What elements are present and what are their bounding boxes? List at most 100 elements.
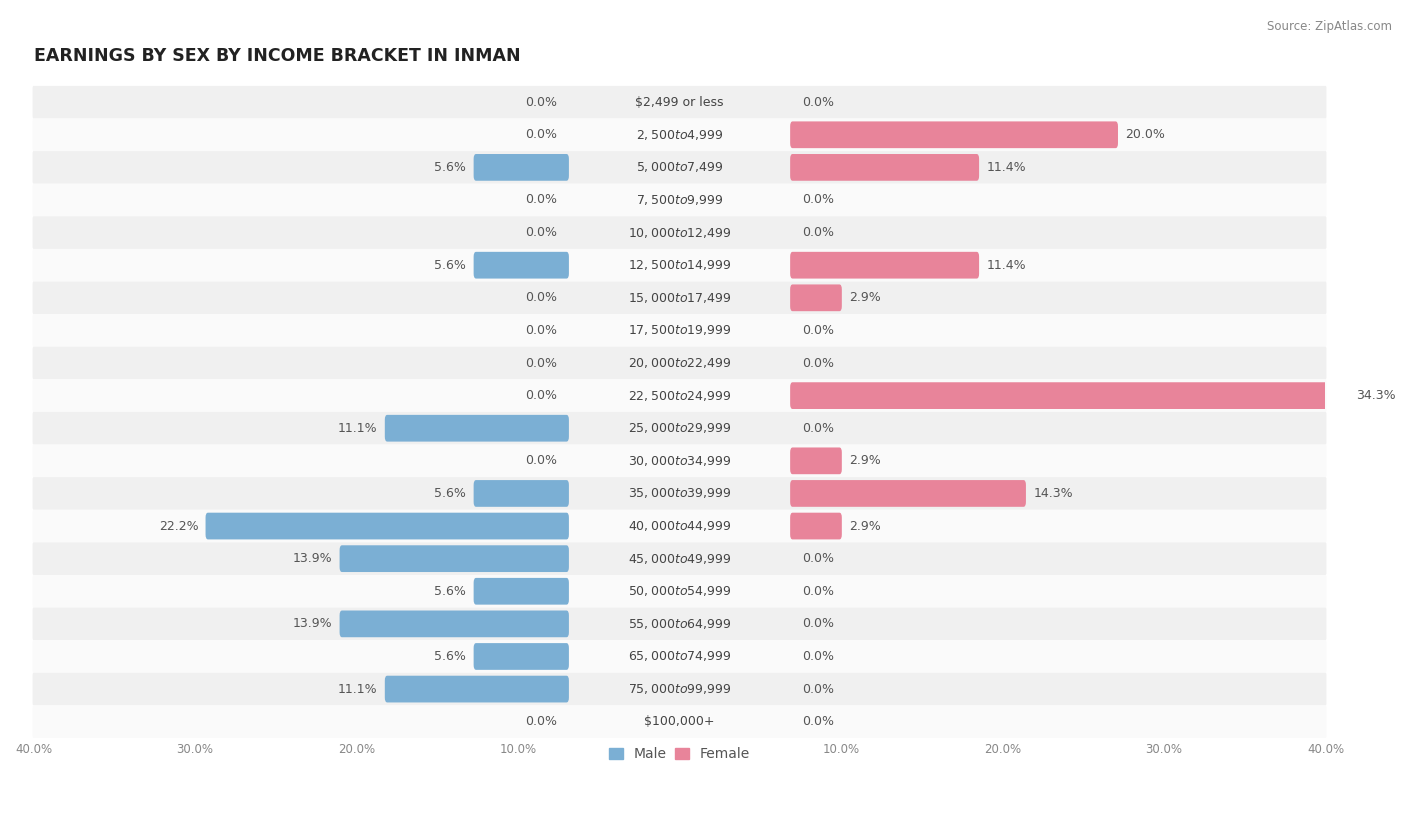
FancyBboxPatch shape — [790, 480, 1026, 506]
Text: 0.0%: 0.0% — [803, 324, 834, 337]
Text: 0.0%: 0.0% — [524, 324, 557, 337]
FancyBboxPatch shape — [385, 415, 569, 441]
Text: 5.6%: 5.6% — [434, 650, 467, 663]
Text: $22,500 to $24,999: $22,500 to $24,999 — [627, 389, 731, 402]
Text: 0.0%: 0.0% — [524, 291, 557, 304]
Text: 13.9%: 13.9% — [292, 552, 332, 565]
Text: 0.0%: 0.0% — [524, 193, 557, 207]
Text: 20.0%: 20.0% — [1125, 128, 1166, 141]
FancyBboxPatch shape — [790, 121, 1118, 148]
Text: 0.0%: 0.0% — [524, 357, 557, 370]
Text: $100,000+: $100,000+ — [644, 715, 714, 728]
Text: 11.1%: 11.1% — [337, 422, 378, 435]
Text: $35,000 to $39,999: $35,000 to $39,999 — [627, 486, 731, 501]
Text: $50,000 to $54,999: $50,000 to $54,999 — [627, 585, 731, 598]
Text: 0.0%: 0.0% — [803, 96, 834, 109]
Text: 0.0%: 0.0% — [803, 193, 834, 207]
FancyBboxPatch shape — [790, 447, 842, 474]
FancyBboxPatch shape — [205, 513, 569, 539]
FancyBboxPatch shape — [32, 640, 1326, 673]
FancyBboxPatch shape — [32, 542, 1326, 575]
Text: 0.0%: 0.0% — [803, 422, 834, 435]
Text: 11.4%: 11.4% — [987, 259, 1026, 272]
Text: $25,000 to $29,999: $25,000 to $29,999 — [628, 421, 731, 435]
Text: 0.0%: 0.0% — [803, 552, 834, 565]
FancyBboxPatch shape — [790, 285, 842, 311]
Text: $75,000 to $99,999: $75,000 to $99,999 — [627, 682, 731, 696]
FancyBboxPatch shape — [32, 575, 1326, 607]
Text: $2,500 to $4,999: $2,500 to $4,999 — [636, 128, 723, 141]
FancyBboxPatch shape — [340, 546, 569, 572]
Text: 0.0%: 0.0% — [524, 128, 557, 141]
Text: 0.0%: 0.0% — [803, 585, 834, 598]
Text: 0.0%: 0.0% — [524, 715, 557, 728]
FancyBboxPatch shape — [32, 216, 1326, 249]
Text: $40,000 to $44,999: $40,000 to $44,999 — [627, 519, 731, 533]
Text: 0.0%: 0.0% — [803, 226, 834, 239]
Text: $15,000 to $17,499: $15,000 to $17,499 — [627, 291, 731, 305]
Text: 0.0%: 0.0% — [524, 389, 557, 402]
Text: $5,000 to $7,499: $5,000 to $7,499 — [636, 160, 723, 174]
Text: 5.6%: 5.6% — [434, 161, 467, 174]
FancyBboxPatch shape — [474, 578, 569, 605]
Text: 0.0%: 0.0% — [524, 96, 557, 109]
Text: $20,000 to $22,499: $20,000 to $22,499 — [627, 356, 731, 370]
FancyBboxPatch shape — [790, 252, 979, 279]
Legend: Male, Female: Male, Female — [603, 741, 756, 767]
FancyBboxPatch shape — [32, 706, 1326, 738]
FancyBboxPatch shape — [32, 151, 1326, 184]
Text: $45,000 to $49,999: $45,000 to $49,999 — [627, 552, 731, 566]
FancyBboxPatch shape — [790, 382, 1348, 409]
Text: 5.6%: 5.6% — [434, 487, 467, 500]
Text: 13.9%: 13.9% — [292, 617, 332, 630]
Text: 11.4%: 11.4% — [987, 161, 1026, 174]
FancyBboxPatch shape — [32, 380, 1326, 412]
Text: 5.6%: 5.6% — [434, 259, 467, 272]
Text: $2,499 or less: $2,499 or less — [636, 96, 724, 109]
FancyBboxPatch shape — [474, 643, 569, 670]
Text: Source: ZipAtlas.com: Source: ZipAtlas.com — [1267, 20, 1392, 33]
FancyBboxPatch shape — [790, 513, 842, 539]
Text: 2.9%: 2.9% — [849, 291, 880, 304]
Text: 34.3%: 34.3% — [1357, 389, 1396, 402]
Text: $12,500 to $14,999: $12,500 to $14,999 — [627, 259, 731, 272]
FancyBboxPatch shape — [32, 510, 1326, 542]
FancyBboxPatch shape — [32, 184, 1326, 216]
FancyBboxPatch shape — [32, 445, 1326, 477]
FancyBboxPatch shape — [474, 480, 569, 506]
Text: 22.2%: 22.2% — [159, 520, 198, 533]
FancyBboxPatch shape — [32, 477, 1326, 510]
Text: 2.9%: 2.9% — [849, 520, 880, 533]
FancyBboxPatch shape — [32, 346, 1326, 380]
FancyBboxPatch shape — [385, 676, 569, 702]
FancyBboxPatch shape — [474, 154, 569, 180]
Text: $30,000 to $34,999: $30,000 to $34,999 — [627, 454, 731, 467]
Text: 2.9%: 2.9% — [849, 454, 880, 467]
Text: $10,000 to $12,499: $10,000 to $12,499 — [627, 225, 731, 240]
Text: 0.0%: 0.0% — [803, 683, 834, 696]
FancyBboxPatch shape — [32, 249, 1326, 281]
FancyBboxPatch shape — [32, 281, 1326, 314]
FancyBboxPatch shape — [790, 154, 979, 180]
Text: $17,500 to $19,999: $17,500 to $19,999 — [627, 324, 731, 337]
Text: 0.0%: 0.0% — [803, 650, 834, 663]
Text: 5.6%: 5.6% — [434, 585, 467, 598]
FancyBboxPatch shape — [474, 252, 569, 279]
Text: 0.0%: 0.0% — [803, 617, 834, 630]
Text: 0.0%: 0.0% — [524, 454, 557, 467]
Text: $55,000 to $64,999: $55,000 to $64,999 — [627, 617, 731, 631]
FancyBboxPatch shape — [32, 119, 1326, 151]
Text: 0.0%: 0.0% — [524, 226, 557, 239]
Text: 0.0%: 0.0% — [803, 357, 834, 370]
Text: $65,000 to $74,999: $65,000 to $74,999 — [627, 650, 731, 663]
FancyBboxPatch shape — [32, 412, 1326, 445]
Text: 14.3%: 14.3% — [1033, 487, 1073, 500]
FancyBboxPatch shape — [32, 314, 1326, 346]
FancyBboxPatch shape — [32, 673, 1326, 706]
Text: 11.1%: 11.1% — [337, 683, 378, 696]
Text: 0.0%: 0.0% — [803, 715, 834, 728]
FancyBboxPatch shape — [32, 607, 1326, 640]
Text: $7,500 to $9,999: $7,500 to $9,999 — [636, 193, 723, 207]
Text: EARNINGS BY SEX BY INCOME BRACKET IN INMAN: EARNINGS BY SEX BY INCOME BRACKET IN INM… — [34, 46, 520, 65]
FancyBboxPatch shape — [340, 611, 569, 637]
